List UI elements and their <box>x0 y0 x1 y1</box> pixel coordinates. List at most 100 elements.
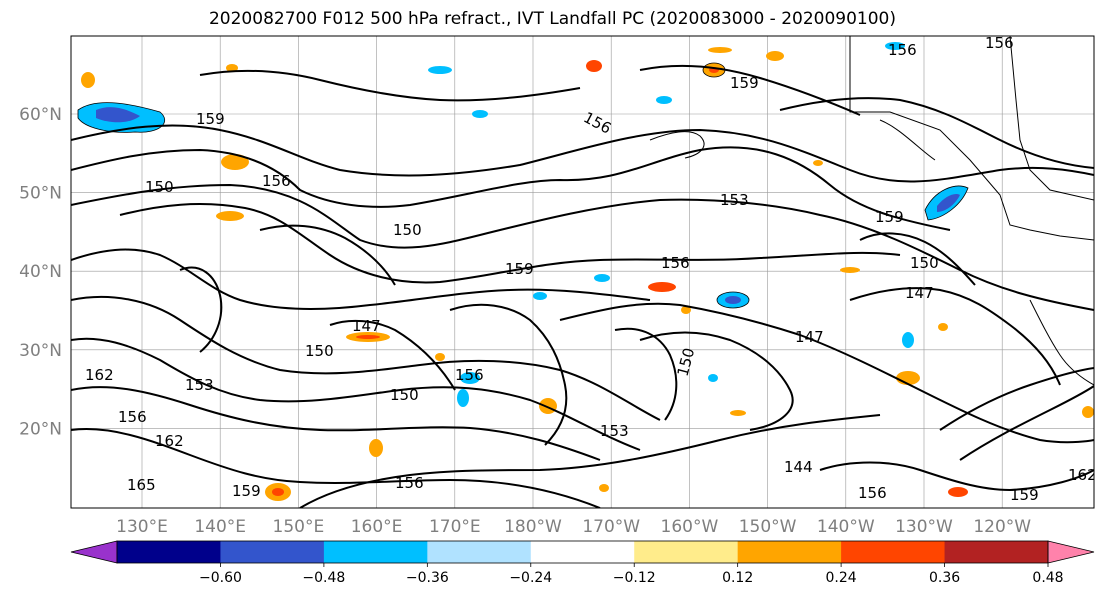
colorbar-tick-label: −0.12 <box>613 570 656 586</box>
colorbar-extend-low <box>70 540 118 564</box>
contour-label: 153 <box>185 376 214 394</box>
longitude-tick-label: 180°W <box>504 517 562 537</box>
positive-anomaly-patch <box>81 72 95 88</box>
contour-label: 159 <box>1010 486 1039 504</box>
colorbar-segment <box>841 541 946 563</box>
longitude-tick-label: 170°E <box>429 517 481 537</box>
positive-anomaly-patch <box>369 439 383 457</box>
contour-label: 147 <box>905 284 934 302</box>
positive-anomaly-patch <box>226 64 238 72</box>
colorbar-segment <box>117 541 221 563</box>
positive-anomaly-patch <box>730 410 746 416</box>
positive-anomaly-patch <box>938 323 948 331</box>
colorbar-tick-label: 0.24 <box>826 570 857 586</box>
longitude-tick-label: 130°W <box>895 517 953 537</box>
colorbar-extend-high <box>1047 540 1095 564</box>
longitude-tick-label: 160°E <box>351 517 403 537</box>
negative-anomaly-patch <box>457 389 469 407</box>
positive-anomaly-patch <box>599 484 609 492</box>
contour-label: 156 <box>262 172 291 190</box>
contour-label: 156 <box>455 366 484 384</box>
negative-anomaly-patch <box>96 107 140 123</box>
positive-anomaly-patch <box>948 487 968 497</box>
negative-anomaly-patch <box>472 110 488 118</box>
colorbar-tick-label: 0.12 <box>722 570 753 586</box>
contour-label: 156 <box>858 484 887 502</box>
colorbar-segment <box>220 541 325 563</box>
colorbar-segment <box>427 541 532 563</box>
negative-anomaly-patch <box>533 292 547 300</box>
colorbar-segment <box>530 541 635 563</box>
latitude-tick-label: 60°N <box>19 105 62 125</box>
contour-label: 159 <box>232 482 261 500</box>
contour-label: 147 <box>352 317 381 335</box>
map-content: 159 156 159 156 156 153 150 156 150 156 … <box>71 34 1097 508</box>
positive-anomaly-patch <box>221 154 249 170</box>
positive-anomaly-patch <box>356 335 380 339</box>
positive-anomaly-patch <box>216 211 244 221</box>
negative-anomaly-patch <box>594 274 610 282</box>
colorbar-tick-label: −0.36 <box>406 570 449 586</box>
contour-label: 162 <box>155 432 184 450</box>
contour-label: 147 <box>795 328 824 346</box>
contour-label: 162 <box>1068 466 1097 484</box>
contour-label: 162 <box>85 366 114 384</box>
colorbar-tick-label: 0.48 <box>1032 570 1063 586</box>
colorbar-tick-label: −0.48 <box>302 570 345 586</box>
coastlines <box>649 36 1094 386</box>
latitude-tick-label: 20°N <box>19 419 62 439</box>
longitude-tick-label: 150°W <box>739 517 797 537</box>
contour-label: 159 <box>730 74 759 92</box>
colorbar-segment <box>737 541 842 563</box>
positive-anomaly-patch <box>272 488 284 496</box>
positive-anomaly-patch <box>586 60 602 72</box>
colorbar-segment <box>944 541 1049 563</box>
colorbar-segment <box>634 541 739 563</box>
longitude-tick-label: 140°E <box>194 517 246 537</box>
contour-label: 156 <box>395 474 424 492</box>
contour-label: 156 <box>661 254 690 272</box>
negative-anomaly-patch <box>937 194 960 212</box>
positive-anomaly-patch <box>435 353 445 361</box>
latitude-labels: 60°N 50°N 40°N 30°N 20°N <box>19 105 62 439</box>
map-frame <box>70 35 1095 509</box>
contour-label: 159 <box>505 260 534 278</box>
contour-label: 150 <box>390 386 419 404</box>
colorbar-outline <box>116 540 1049 564</box>
latitude-tick-label: 40°N <box>19 262 62 282</box>
longitude-tick-label: 140°W <box>817 517 875 537</box>
negative-anomaly-patch <box>428 66 452 74</box>
longitude-tick-label: 160°W <box>661 517 719 537</box>
contour-label: 153 <box>720 191 749 209</box>
longitude-tick-label: 150°E <box>273 517 325 537</box>
contour-label: 159 <box>196 110 225 128</box>
contour-label: 165 <box>127 476 156 494</box>
contour-label: 150 <box>393 221 422 239</box>
positive-anomaly-patch <box>708 47 732 53</box>
contour-label: 156 <box>985 34 1014 52</box>
colorbar-tick-label: 0.36 <box>929 570 960 586</box>
negative-anomaly-patch <box>460 372 480 384</box>
colorbar: −0.60 −0.48 −0.36 −0.24 −0.12 0.12 0.24 0.36 0.4… <box>70 540 1095 586</box>
contour-label: 144 <box>784 458 813 476</box>
positive-anomaly-patch <box>766 51 784 61</box>
colorbar-segment <box>323 541 428 563</box>
contour-label: 150 <box>910 254 939 272</box>
contour-label: 156 <box>888 41 917 59</box>
colorbar-tick-label: −0.24 <box>509 570 552 586</box>
contour-label: 150 <box>145 178 174 196</box>
positive-anomaly-patch <box>539 398 557 414</box>
contour-label: 153 <box>600 422 629 440</box>
contour-label: 150 <box>305 342 334 360</box>
refractivity-contours <box>71 64 1094 508</box>
longitude-labels: 130°E 140°E 150°E 160°E 170°E 180°W 170°W 160°W… <box>116 517 1031 537</box>
map-background <box>71 36 1094 508</box>
longitude-tick-label: 120°W <box>973 517 1031 537</box>
positive-anomaly-patch <box>813 160 823 166</box>
contour-label: 156 <box>118 408 147 426</box>
negative-anomaly-patch <box>656 96 672 104</box>
colorbar-tick-label: −0.60 <box>199 570 242 586</box>
positive-anomaly-patch <box>681 306 691 314</box>
map-title: 2020082700 F012 500 hPa refract., IVT La… <box>208 9 896 29</box>
